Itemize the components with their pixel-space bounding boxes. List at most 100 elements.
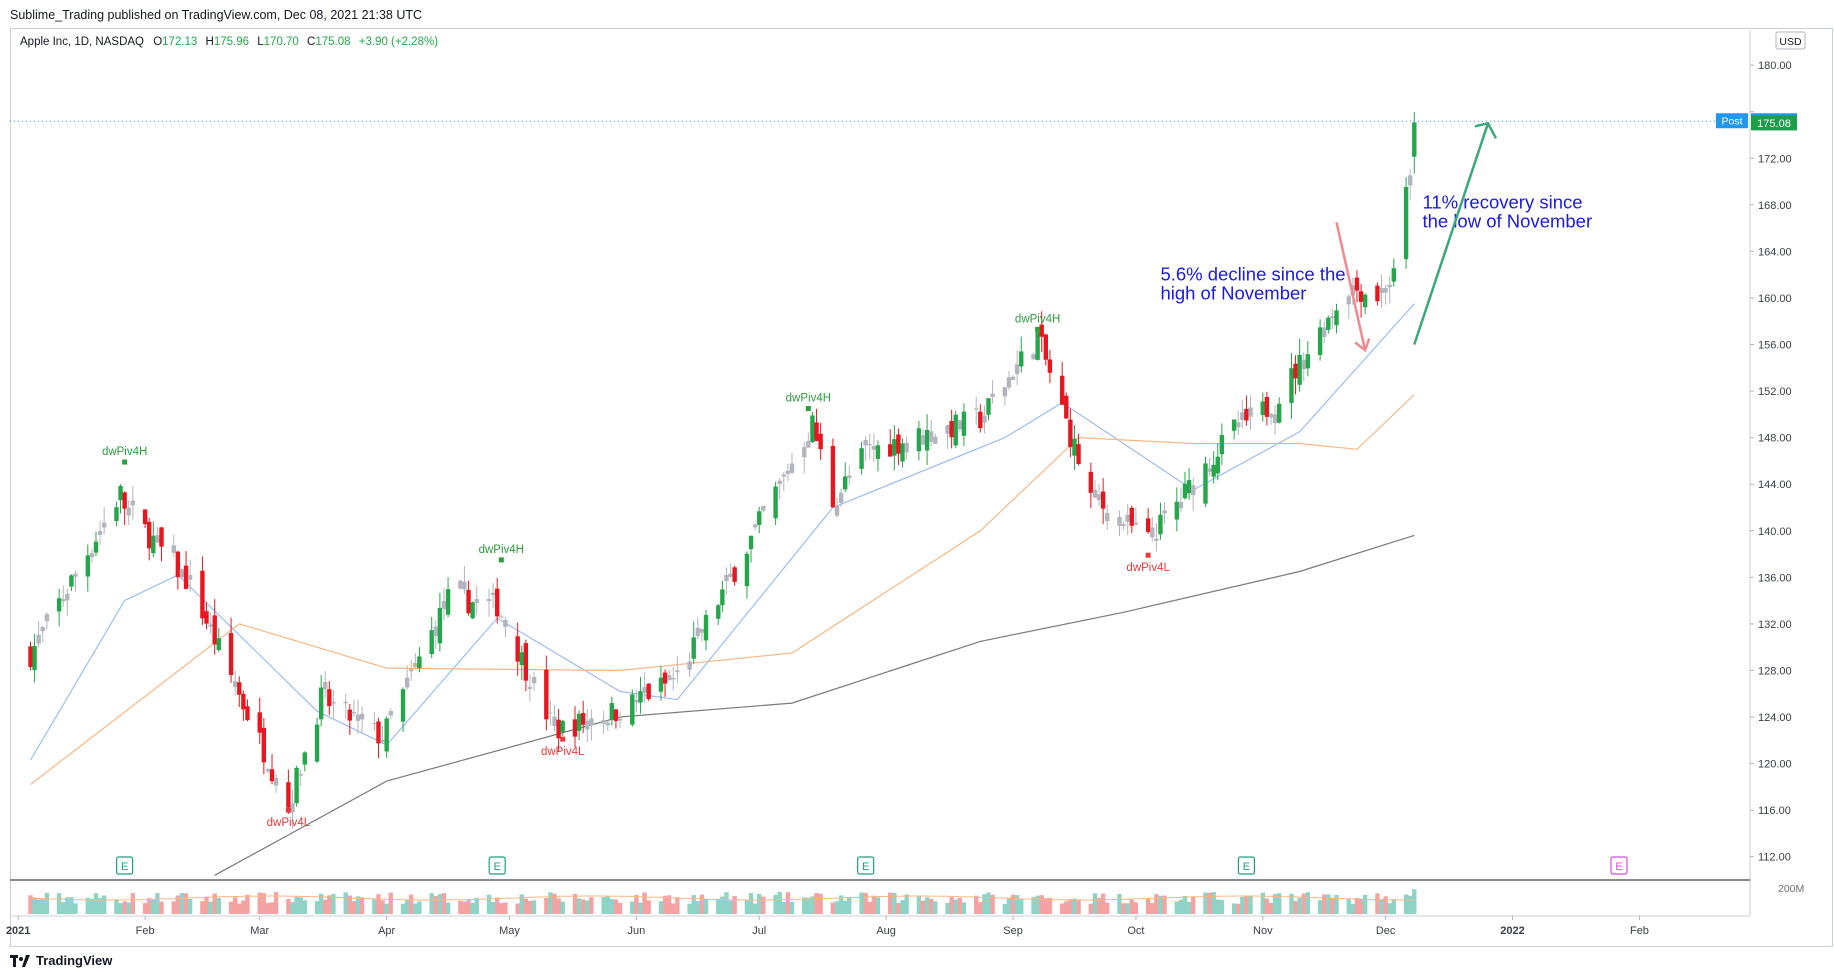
candle-body xyxy=(1031,354,1036,360)
volume-bar xyxy=(351,901,357,914)
decline-arrow-head xyxy=(1354,337,1371,353)
volume-bar xyxy=(1068,899,1073,914)
price-tick-label: 164.00 xyxy=(1758,246,1792,258)
volume-bar xyxy=(200,901,205,914)
volume-bar xyxy=(93,893,99,914)
candle-body xyxy=(757,511,762,525)
volume-bar xyxy=(286,899,291,914)
volume-bar xyxy=(1219,899,1225,914)
volume-bar xyxy=(290,902,295,914)
candle-body xyxy=(130,500,136,506)
candle-body xyxy=(1412,122,1417,157)
candle-body xyxy=(1178,501,1184,509)
candle-body xyxy=(318,687,324,720)
legend-high-label: H xyxy=(206,36,214,48)
candle-body xyxy=(916,428,922,452)
candle-body xyxy=(585,720,590,730)
volume-bar xyxy=(437,894,443,914)
candle-body xyxy=(151,535,156,554)
volume-bar xyxy=(1244,895,1249,914)
price-tick-label: 172.00 xyxy=(1758,153,1792,165)
volume-bar xyxy=(777,892,782,914)
time-tick-label: Nov xyxy=(1253,925,1273,937)
volume-bar xyxy=(73,903,78,914)
volume-bar xyxy=(118,903,123,914)
candle-body xyxy=(1354,277,1360,291)
footer-brand[interactable]: TradingView xyxy=(10,953,112,968)
volume-bar xyxy=(445,902,451,914)
volume-bar xyxy=(933,901,938,914)
volume-bar xyxy=(89,898,95,914)
candle-body xyxy=(806,440,811,448)
candle-body xyxy=(159,527,164,547)
volume-bar xyxy=(814,893,819,914)
volume-bar xyxy=(888,892,893,914)
volume-bar xyxy=(122,901,127,914)
volume-bar xyxy=(1162,895,1167,914)
candle-body xyxy=(183,565,189,589)
candle-body xyxy=(269,769,275,782)
candle-body xyxy=(294,767,299,804)
price-tick-label: 180.00 xyxy=(1758,60,1792,72)
candle-body xyxy=(470,602,475,619)
volume-bar xyxy=(372,899,377,914)
volume-bar xyxy=(499,903,504,914)
volume-bar xyxy=(1236,903,1241,914)
candle-body xyxy=(859,448,864,469)
candle-body xyxy=(630,694,635,725)
volume-bar xyxy=(1350,903,1356,914)
event-marker-label: E xyxy=(1243,861,1250,873)
volume-bar xyxy=(1317,900,1323,914)
volume-bar xyxy=(1264,898,1270,914)
candle-body xyxy=(1375,285,1380,302)
candle-body xyxy=(458,580,463,589)
volume-bar xyxy=(1391,898,1397,914)
volume-bar xyxy=(413,903,418,914)
volume-bar xyxy=(1064,901,1069,914)
volume-bar xyxy=(1158,895,1163,914)
candle-body xyxy=(417,656,422,669)
volume-bar xyxy=(294,896,299,914)
last-price-value: 175.08 xyxy=(1757,118,1791,130)
volume-bar xyxy=(601,897,606,914)
candle-body xyxy=(900,443,905,462)
candle-body xyxy=(1145,518,1151,533)
volume-bar xyxy=(1407,895,1413,914)
candle-body xyxy=(245,706,250,721)
candle-body xyxy=(818,433,823,450)
currency-button[interactable] xyxy=(1775,31,1806,50)
candle-body xyxy=(433,626,438,636)
volume-bar xyxy=(409,894,414,914)
volume-bar xyxy=(36,899,41,914)
volume-bar xyxy=(314,901,320,914)
volume-bar xyxy=(892,892,897,914)
volume-bar xyxy=(613,899,619,914)
pivot-marker xyxy=(122,459,128,465)
volume-bar xyxy=(327,895,332,914)
publisher-line: Sublime_Trading published on TradingView… xyxy=(10,8,423,22)
volume-bar xyxy=(97,897,103,914)
candle-body xyxy=(40,626,45,632)
candle-body xyxy=(933,436,938,444)
candle-body xyxy=(1272,414,1278,424)
volume-bar xyxy=(843,900,848,914)
volume-bar xyxy=(527,901,533,914)
volume-bar xyxy=(69,897,74,914)
time-tick-label: Aug xyxy=(876,925,896,937)
candle-body xyxy=(1248,407,1253,417)
candle-body xyxy=(1289,368,1294,403)
candle-body xyxy=(617,718,623,721)
candle-body xyxy=(384,718,389,752)
candle-body xyxy=(1383,288,1388,293)
volume-bar xyxy=(1186,901,1192,914)
candle-body xyxy=(1154,538,1159,541)
candle-body xyxy=(838,492,844,504)
volume-bar xyxy=(474,897,479,914)
candle-body xyxy=(785,470,791,474)
volume-bar xyxy=(32,897,37,914)
candle-body xyxy=(466,589,471,614)
volume-bar xyxy=(187,898,193,914)
pivot-label: dwPiv4H xyxy=(1015,313,1060,325)
price-tick-label: 132.00 xyxy=(1758,619,1792,631)
